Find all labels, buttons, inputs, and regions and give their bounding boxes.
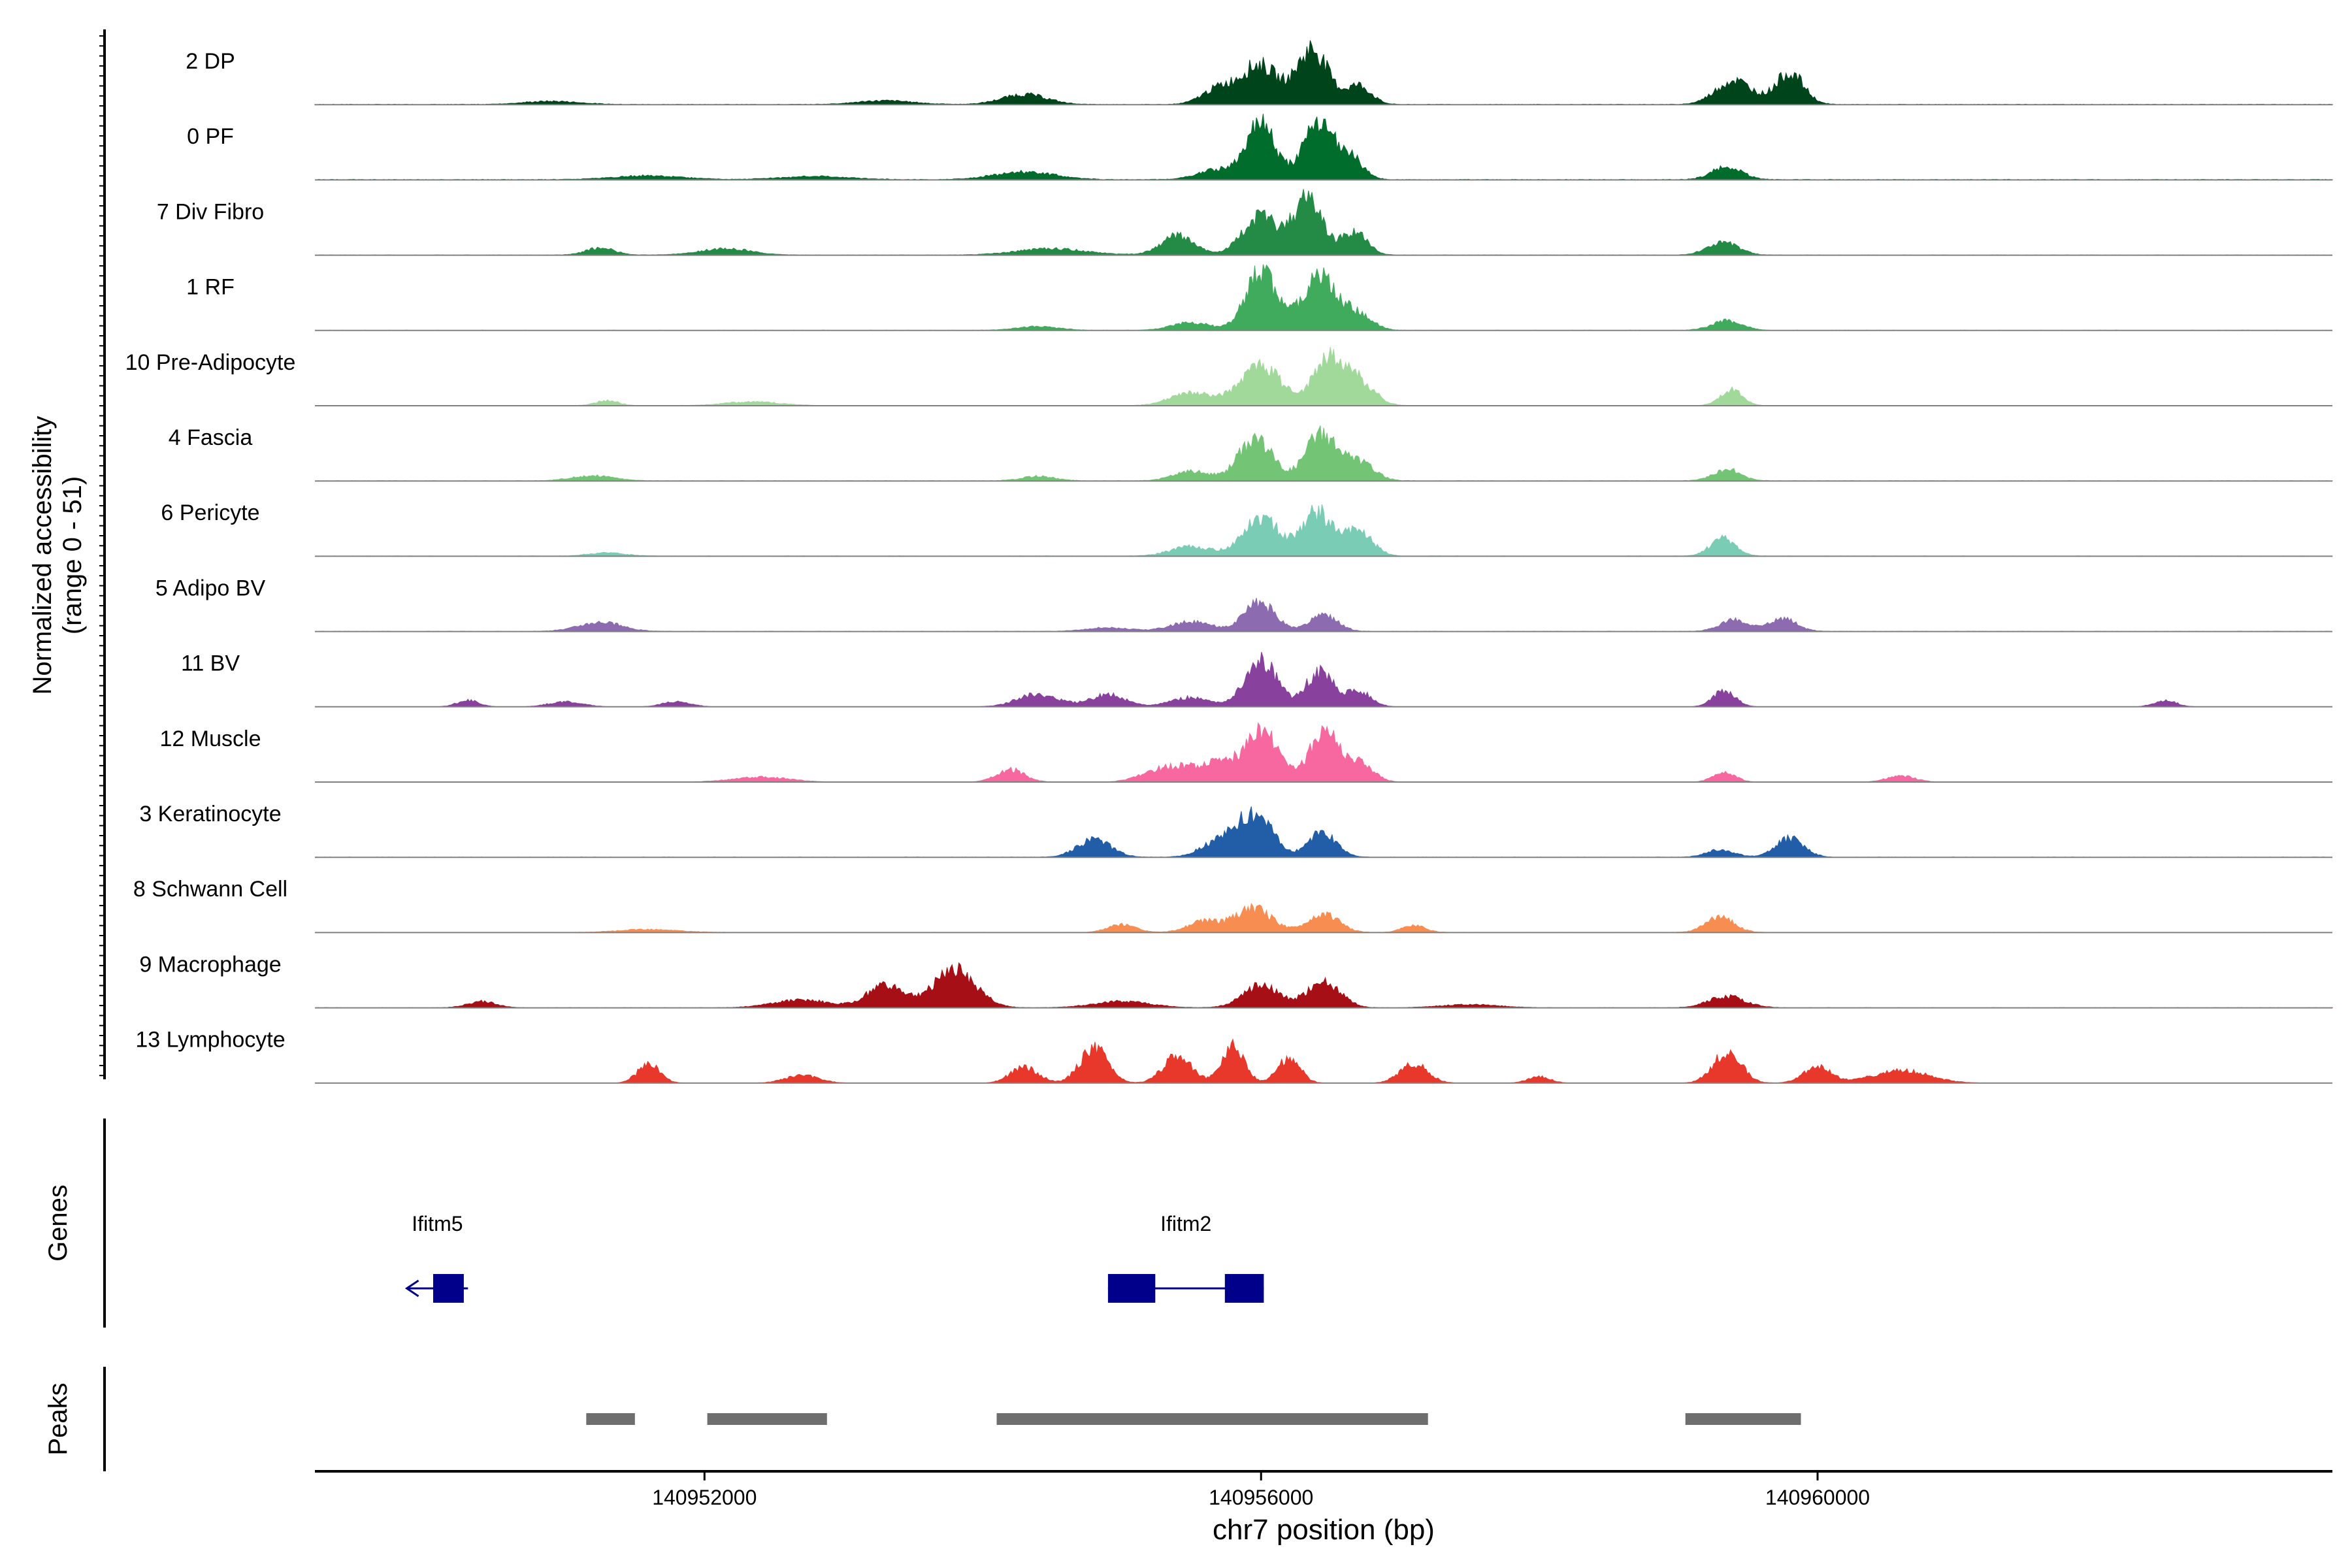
peak-regions — [586, 1413, 1801, 1425]
track-area — [315, 425, 2333, 482]
track-area — [314, 40, 2333, 105]
track-label: 13 Lymphocyte — [135, 1028, 285, 1053]
peak-region-bar — [586, 1413, 635, 1425]
track-10-pre-adipocyte: 10 Pre-Adipocyte — [125, 347, 2332, 406]
x-axis-ticks: 140952000 140956000 140960000 — [652, 1471, 1870, 1509]
coverage-panel: Normalized accessibility (range 0 - 51) … — [28, 29, 2333, 1084]
track-label: 9 Macrophage — [139, 952, 281, 977]
genes-panel-label: Genes — [44, 1184, 73, 1262]
gene-exon — [1107, 1274, 1156, 1303]
x-tick-label: 140952000 — [652, 1486, 757, 1509]
gene-ifitm5: Ifitm5 — [404, 1212, 468, 1303]
gene-ifitm2: Ifitm2 — [1107, 1212, 1264, 1303]
genes-panel: Genes Ifitm5 Ifitm2 — [44, 1119, 1264, 1328]
y-axis-label-line1: Normalized accessibility — [28, 416, 57, 695]
track-label: 11 BV — [181, 651, 240, 676]
track-area — [315, 1038, 2332, 1084]
track-area — [314, 806, 2332, 858]
x-axis-title: chr7 position (bp) — [1213, 1514, 1435, 1546]
track-label: 0 PF — [187, 124, 234, 149]
track-area — [315, 722, 2332, 783]
track-4-fascia: 4 Fascia — [169, 425, 2333, 482]
x-tick-label: 140960000 — [1765, 1486, 1870, 1509]
track-area — [315, 114, 2333, 180]
track-label: 5 Adipo BV — [155, 576, 266, 600]
track-label: 2 DP — [186, 49, 235, 74]
track-label: 12 Muscle — [160, 727, 261, 751]
track-area — [315, 264, 2333, 331]
track-area — [315, 189, 2333, 256]
x-axis: 140952000 140956000 140960000 chr7 positio… — [315, 1470, 2332, 1546]
gene-label: Ifitm5 — [412, 1212, 463, 1235]
track-12-muscle: 12 Muscle — [160, 722, 2332, 783]
track-5-adipo-bv: 5 Adipo BV — [155, 576, 2332, 632]
gene-exon — [1224, 1274, 1264, 1303]
track-8-schwann-cell: 8 Schwann Cell — [133, 877, 2332, 934]
track-1-rf: 1 RF — [186, 264, 2333, 331]
peak-region-bar — [1685, 1413, 1801, 1425]
track-label: 4 Fascia — [169, 425, 253, 450]
peaks-panel-label: Peaks — [44, 1382, 73, 1455]
track-area — [315, 504, 2333, 557]
track-label: 7 Div Fibro — [157, 199, 264, 224]
track-area — [315, 962, 2333, 1009]
coverage-y-ticks — [99, 35, 105, 1077]
track-label: 10 Pre-Adipocyte — [125, 350, 296, 375]
track-area — [315, 598, 2332, 632]
gene-models: Ifitm5 Ifitm2 — [404, 1212, 1264, 1303]
y-axis-label-line2: (range 0 - 51) — [58, 476, 87, 634]
track-2-dp: 2 DP — [186, 40, 2333, 106]
track-area — [315, 651, 2332, 708]
track-label: 8 Schwann Cell — [133, 877, 287, 902]
x-tick-label: 140956000 — [1209, 1486, 1313, 1509]
coverage-tracks: 2 DP 0 PF 7 Div Fibro 1 RF 10 Pre-Adipocyte 4… — [125, 40, 2333, 1084]
peaks-panel: Peaks — [44, 1367, 1801, 1471]
peak-region-bar — [707, 1413, 827, 1425]
track-label: 3 Keratinocyte — [139, 802, 281, 826]
track-13-lymphocyte: 13 Lymphocyte — [135, 1028, 2332, 1084]
track-3-keratinocyte: 3 Keratinocyte — [139, 802, 2332, 858]
track-9-macrophage: 9 Macrophage — [139, 952, 2333, 1009]
track-7-div-fibro: 7 Div Fibro — [157, 189, 2333, 256]
track-label: 6 Pericyte — [161, 500, 259, 525]
gene-exon — [433, 1274, 464, 1303]
track-6-pericyte: 6 Pericyte — [161, 500, 2333, 557]
peak-region-bar — [996, 1413, 1428, 1425]
track-11-bv: 11 BV — [181, 651, 2332, 708]
track-label: 1 RF — [186, 275, 235, 300]
track-0-pf: 0 PF — [187, 114, 2333, 181]
gene-label: Ifitm2 — [1160, 1212, 1211, 1235]
strand-arrow — [404, 1279, 419, 1298]
track-area — [315, 902, 2332, 933]
track-area — [315, 347, 2332, 406]
